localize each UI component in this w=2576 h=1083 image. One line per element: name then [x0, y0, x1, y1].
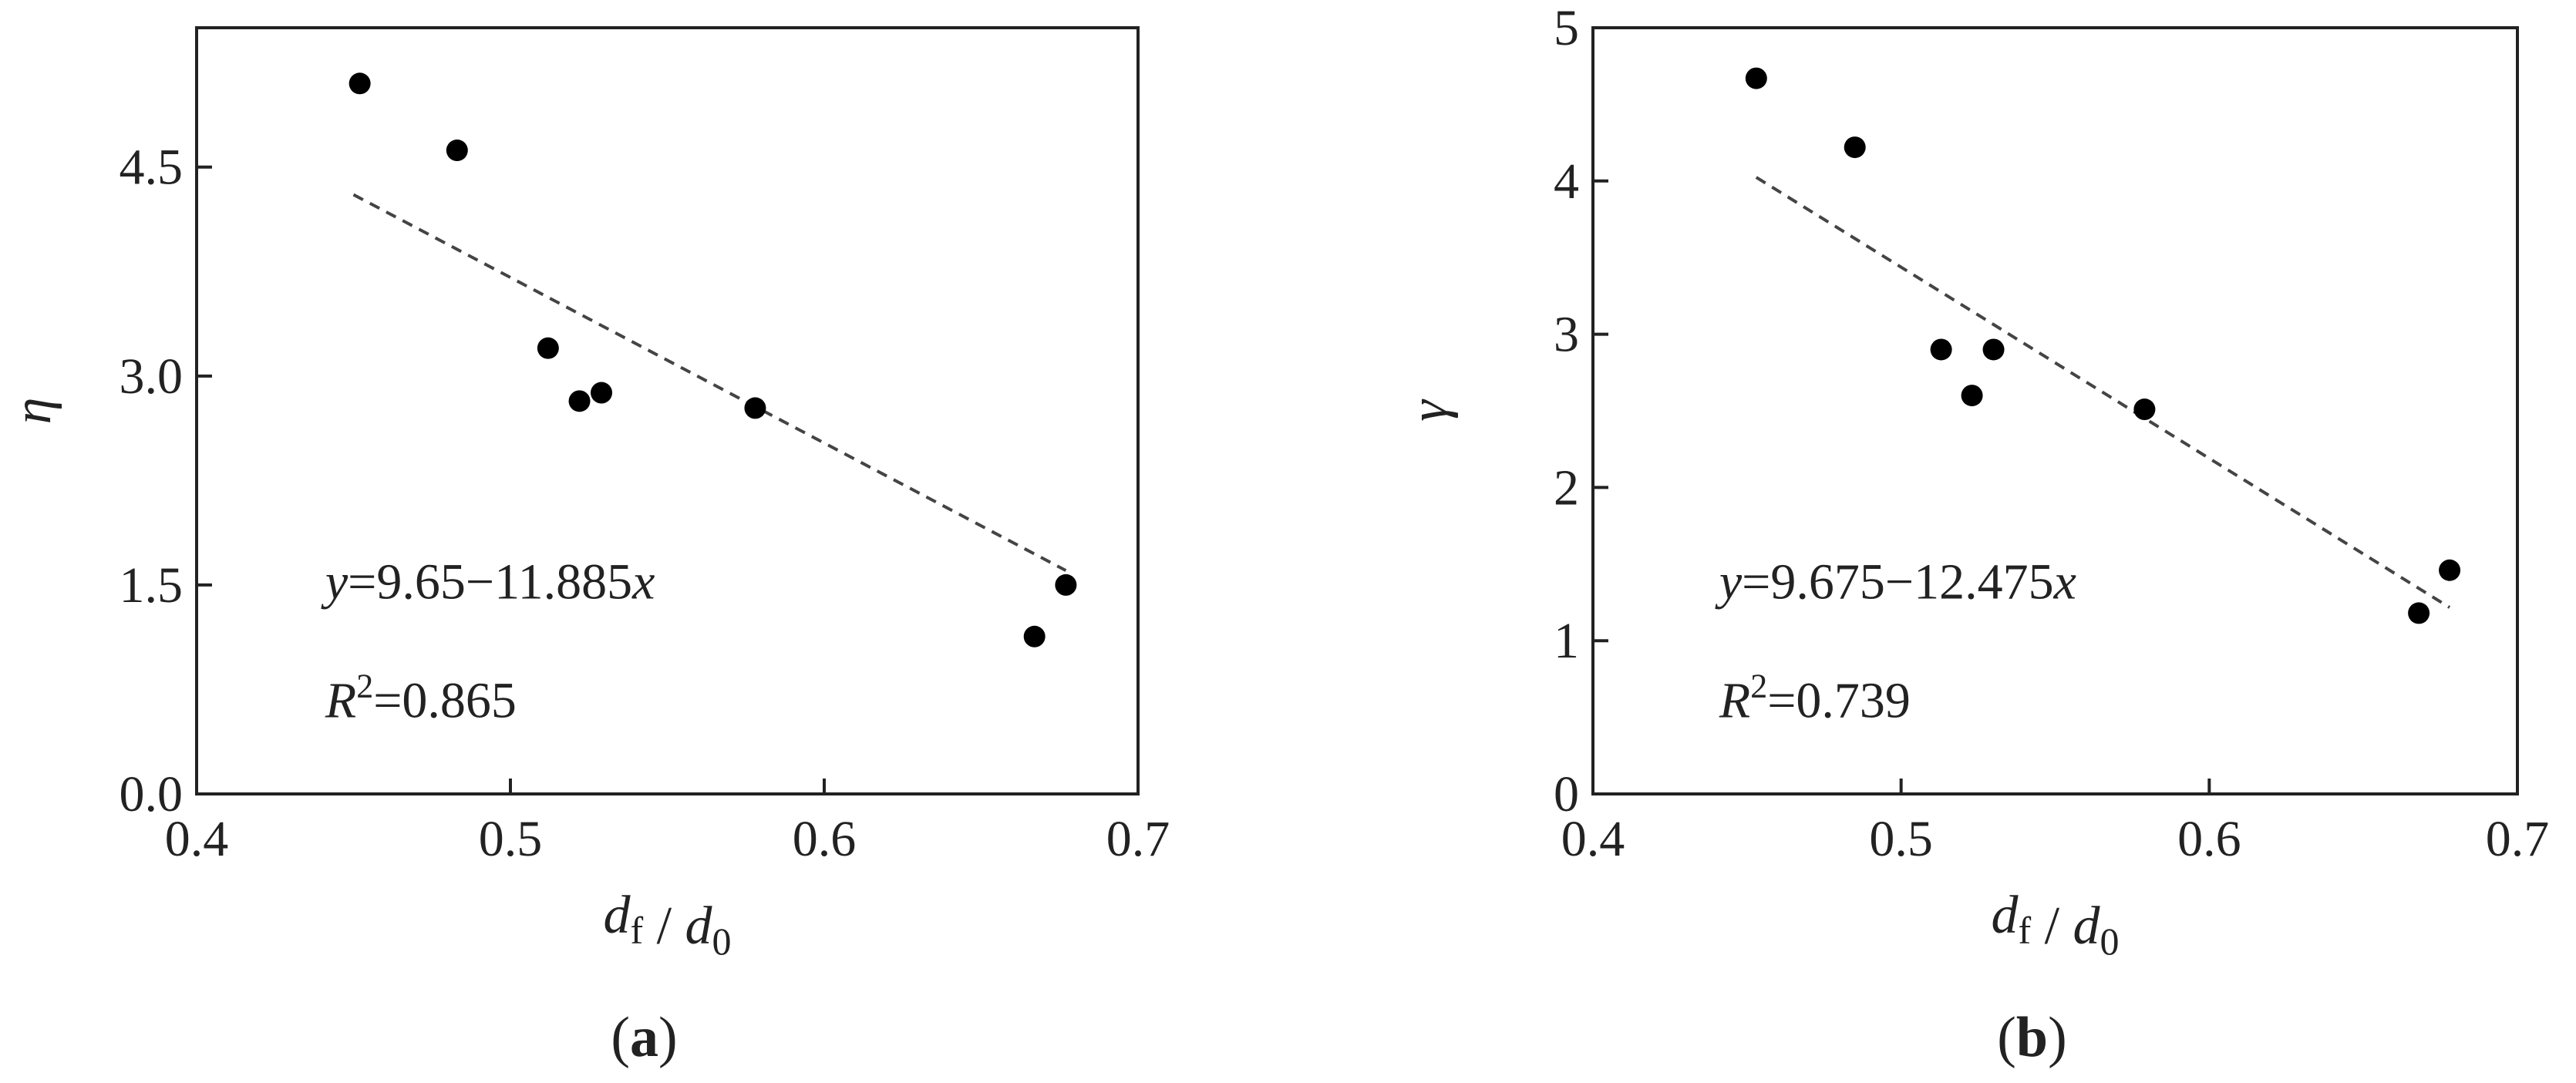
data-point	[537, 337, 559, 359]
y-tick-label: 2	[1554, 459, 1579, 516]
equation-label-a: y=9.65−11.885x	[321, 554, 655, 610]
equation-label-b: y=9.675−12.475x	[1715, 554, 2076, 610]
x-tick-label: 0.6	[2177, 811, 2241, 867]
x-ticks-b: 0.4 0.5 0.6 0.7	[1561, 779, 2550, 867]
fit-line-a	[352, 193, 1067, 572]
plot-frame-b	[1591, 26, 2519, 795]
data-points-b	[1745, 67, 2461, 624]
y-tick-label: 0.0	[120, 766, 184, 822]
panel-label-b: (b)	[1997, 1006, 2066, 1069]
y-tick-label: 5	[1554, 0, 1579, 56]
data-point	[568, 390, 591, 412]
plot-frame-a	[195, 26, 1140, 795]
x-tick-label: 0.4	[165, 811, 229, 867]
x-tick-label: 0.7	[1106, 811, 1170, 867]
chart-panel-a: 0.0 1.5 3.0 4.5 0.4 0.5 0.6 0.7 y=9.65−11.885x…	[3, 26, 1170, 1069]
y-axis-label-a: η	[3, 398, 62, 425]
panel-label-a: (a)	[611, 1006, 677, 1069]
data-point	[2133, 399, 2156, 421]
data-point	[1982, 338, 2005, 361]
data-point	[1745, 67, 1767, 89]
x-tick-label: 0.6	[793, 811, 857, 867]
data-point	[744, 397, 766, 419]
y-tick-label: 4.5	[120, 140, 184, 196]
x-ticks-a: 0.4 0.5 0.6 0.7	[165, 779, 1170, 867]
y-tick-label: 4	[1554, 153, 1579, 210]
data-point	[1055, 573, 1077, 596]
x-axis-label-b: df / d0	[1991, 886, 2119, 963]
data-point	[446, 140, 468, 162]
data-point	[1930, 338, 1952, 361]
data-point	[1844, 136, 1866, 159]
data-points-a	[349, 72, 1077, 647]
data-point	[591, 382, 613, 404]
x-tick-label: 0.5	[1869, 811, 1933, 867]
data-point	[349, 72, 371, 95]
r-squared-label-a: R2=0.865	[325, 668, 517, 729]
y-ticks-b: 0 1 2 3 4 5	[1554, 0, 1608, 822]
y-tick-label: 1.5	[120, 557, 184, 614]
y-tick-label: 3.0	[120, 348, 184, 405]
x-axis-label-a: df / d0	[603, 886, 731, 963]
data-point	[2439, 559, 2461, 581]
y-axis-label-b: γ	[1399, 399, 1459, 422]
y-tick-label: 1	[1554, 613, 1579, 669]
r-squared-label-b: R2=0.739	[1719, 668, 1911, 729]
data-point	[2408, 602, 2430, 624]
y-tick-label: 3	[1554, 307, 1579, 363]
x-tick-label: 0.4	[1561, 811, 1625, 867]
x-tick-label: 0.5	[479, 811, 543, 867]
data-point	[1961, 385, 1983, 407]
x-tick-label: 0.7	[2486, 811, 2550, 867]
y-ticks-a: 0.0 1.5 3.0 4.5	[120, 140, 212, 822]
data-point	[1023, 625, 1046, 647]
y-tick-label: 0	[1554, 766, 1579, 822]
fit-line-b	[1755, 176, 2451, 609]
chart-panel-b: 0 1 2 3 4 5 0.4 0.5 0.6 0.7 y=9.675−12.475x R2=0…	[1399, 0, 2549, 1069]
